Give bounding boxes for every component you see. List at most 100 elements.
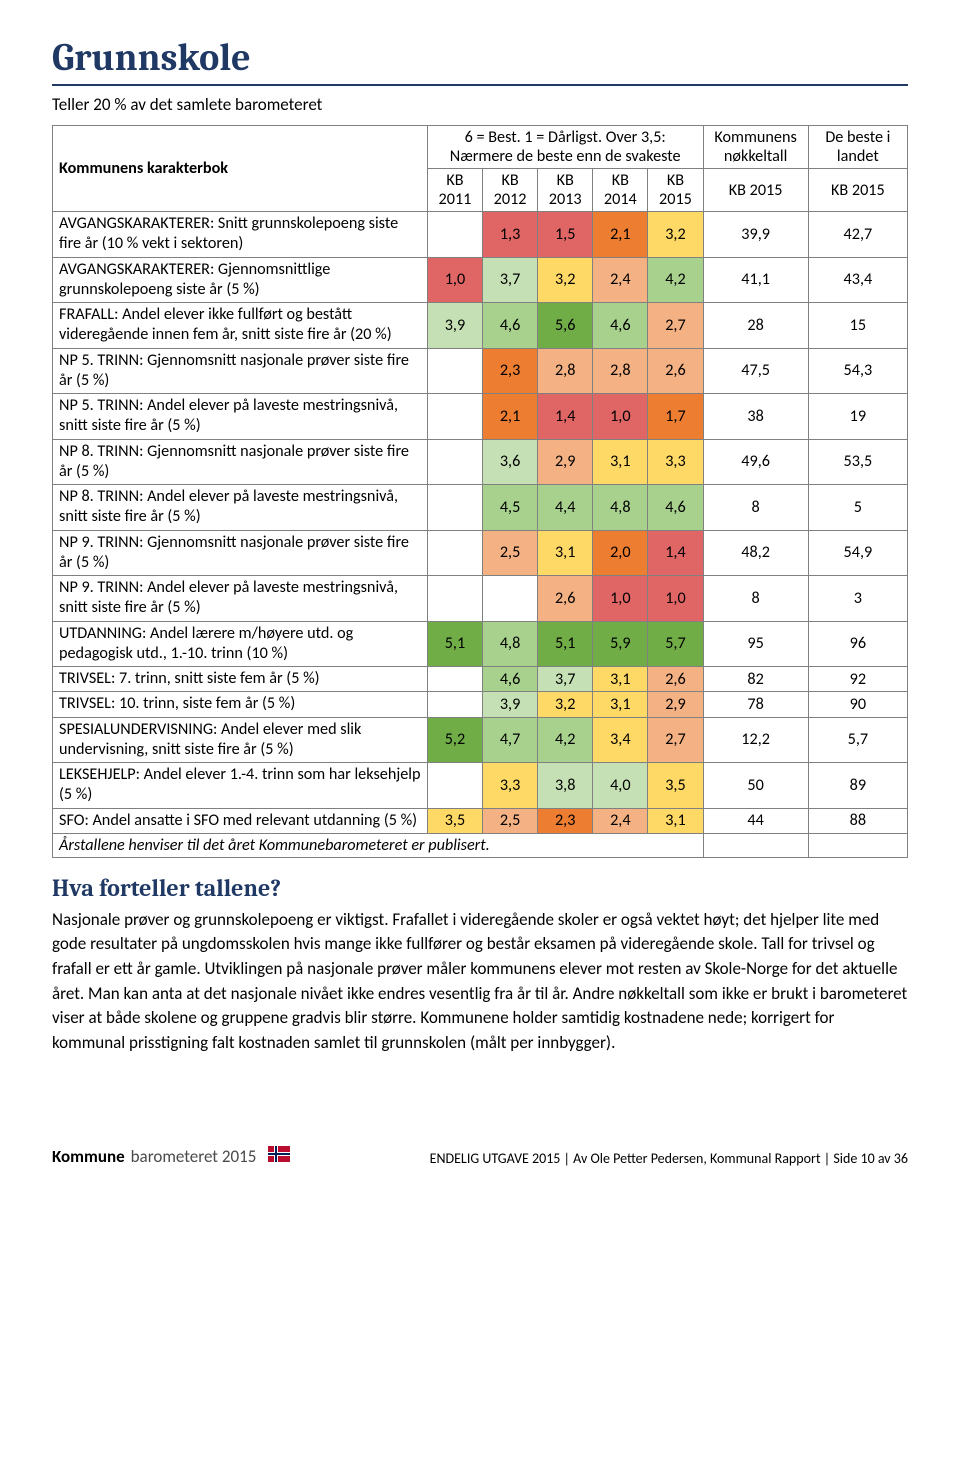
table-cell: 2,8: [593, 348, 648, 394]
table-cell: 2,4: [593, 257, 648, 303]
row-label: NP 5. TRINN: Andel elever på laveste mes…: [53, 394, 428, 440]
table-row: LEKSEHJELP: Andel elever 1.-4. trinn som…: [53, 763, 908, 809]
row-label: AVGANGSKARAKTERER: Gjennomsnittlige grun…: [53, 257, 428, 303]
table-cell: 3,2: [538, 257, 593, 303]
table-cell: 1,0: [648, 576, 703, 622]
table-cell: 39,9: [703, 212, 808, 258]
table-cell: 1,4: [538, 394, 593, 440]
header-col7: De beste i landet: [808, 126, 907, 169]
row-label: NP 9. TRINN: Gjennomsnitt nasjonale prøv…: [53, 530, 428, 576]
table-cell: 2,7: [648, 717, 703, 763]
row-label: LEKSEHJELP: Andel elever 1.-4. trinn som…: [53, 763, 428, 809]
table-cell: 3,1: [648, 808, 703, 833]
table-cell: 49,6: [703, 439, 808, 485]
table-row: NP 9. TRINN: Gjennomsnitt nasjonale prøv…: [53, 530, 908, 576]
table-cell: [427, 763, 482, 809]
table-cell: 2,6: [648, 348, 703, 394]
column-header: KB2015: [648, 169, 703, 212]
table-cell: 4,7: [483, 717, 538, 763]
row-header-label: Kommunens karakterbok: [53, 126, 428, 212]
table-cell: 12,2: [703, 717, 808, 763]
table-cell: 4,5: [483, 485, 538, 531]
table-cell: 4,4: [538, 485, 593, 531]
table-row: FRAFALL: Andel elever ikke fullført og b…: [53, 303, 908, 349]
table-cell: 3,9: [427, 303, 482, 349]
table-cell: 2,3: [538, 808, 593, 833]
table-cell: 2,3: [483, 348, 538, 394]
table-cell: 54,9: [808, 530, 907, 576]
body-text: Nasjonale prøver og grunnskolepoeng er v…: [52, 908, 908, 1056]
table-cell: 92: [808, 667, 907, 692]
table-cell: 5,1: [427, 621, 482, 667]
row-label: TRIVSEL: 10. trinn, siste fem år (5 %): [53, 692, 428, 717]
table-cell: [427, 576, 482, 622]
row-label: SPESIALUNDERVISNING: Andel elever med sl…: [53, 717, 428, 763]
table-cell: 8: [703, 485, 808, 531]
table-cell: 2,5: [483, 808, 538, 833]
table-row: SFO: Andel ansatte i SFO med relevant ut…: [53, 808, 908, 833]
table-cell: 3,6: [483, 439, 538, 485]
table-cell: 4,6: [483, 303, 538, 349]
table-cell: 3,8: [538, 763, 593, 809]
table-cell: 15: [808, 303, 907, 349]
table-cell: 2,1: [593, 212, 648, 258]
section-heading: Hva forteller tallene?: [52, 874, 908, 902]
table-cell: 28: [703, 303, 808, 349]
table-cell: 2,8: [538, 348, 593, 394]
empty-cell: [703, 833, 808, 857]
column-header: KB2012: [483, 169, 538, 212]
row-label: NP 5. TRINN: Gjennomsnitt nasjonale prøv…: [53, 348, 428, 394]
table-cell: [427, 485, 482, 531]
table-cell: 3,9: [483, 692, 538, 717]
table-cell: 1,3: [483, 212, 538, 258]
table-cell: 43,4: [808, 257, 907, 303]
table-row: TRIVSEL: 10. trinn, siste fem år (5 %) 3,…: [53, 692, 908, 717]
table-header: Kommunens karakterbok 6 = Best. 1 = Dårl…: [53, 126, 908, 212]
table-cell: 4,8: [483, 621, 538, 667]
table-cell: 19: [808, 394, 907, 440]
table-cell: 4,6: [483, 667, 538, 692]
footer-logo-bold: Kommune: [52, 1146, 125, 1167]
table-cell: 1,7: [648, 394, 703, 440]
table-cell: 54,3: [808, 348, 907, 394]
row-label: NP 8. TRINN: Gjennomsnitt nasjonale prøv…: [53, 439, 428, 485]
page-title: Grunnskole: [52, 36, 908, 86]
table-cell: 4,6: [648, 485, 703, 531]
table-cell: 3,1: [538, 530, 593, 576]
norway-flag-icon: [268, 1146, 290, 1162]
table-cell: [427, 348, 482, 394]
table-row: NP 5. TRINN: Andel elever på laveste mes…: [53, 394, 908, 440]
table-cell: 47,5: [703, 348, 808, 394]
table-cell: 4,0: [593, 763, 648, 809]
column-header: KB 2015: [808, 169, 907, 212]
table-cell: 96: [808, 621, 907, 667]
header-main: 6 = Best. 1 = Dårligst. Over 3,5: Nærmer…: [427, 126, 703, 169]
table-cell: 3,5: [648, 763, 703, 809]
table-cell: 8: [703, 576, 808, 622]
row-label: NP 8. TRINN: Andel elever på laveste mes…: [53, 485, 428, 531]
table-cell: 5,7: [808, 717, 907, 763]
table-cell: 5,6: [538, 303, 593, 349]
table-cell: [483, 576, 538, 622]
table-cell: 5,7: [648, 621, 703, 667]
column-header: KB 2015: [703, 169, 808, 212]
table-cell: 2,4: [593, 808, 648, 833]
row-label: NP 9. TRINN: Andel elever på laveste mes…: [53, 576, 428, 622]
table-cell: 41,1: [703, 257, 808, 303]
table-cell: 3,7: [483, 257, 538, 303]
table-cell: 2,9: [648, 692, 703, 717]
table-row: SPESIALUNDERVISNING: Andel elever med sl…: [53, 717, 908, 763]
table-footnote: Årstallene henviser til det året Kommune…: [53, 833, 704, 857]
footer-logo-light: barometeret 2015: [131, 1146, 257, 1167]
table-cell: 1,4: [648, 530, 703, 576]
table-cell: 3,2: [648, 212, 703, 258]
table-cell: 5,1: [538, 621, 593, 667]
header-col6: Kommunens nøkkeltall: [703, 126, 808, 169]
row-label: UTDANNING: Andel lærere m/høyere utd. og…: [53, 621, 428, 667]
table-cell: 3,4: [593, 717, 648, 763]
table-cell: 88: [808, 808, 907, 833]
table-cell: 4,8: [593, 485, 648, 531]
table-cell: 90: [808, 692, 907, 717]
footer-logo: Kommune barometeret 2015: [52, 1146, 290, 1167]
table-cell: 89: [808, 763, 907, 809]
